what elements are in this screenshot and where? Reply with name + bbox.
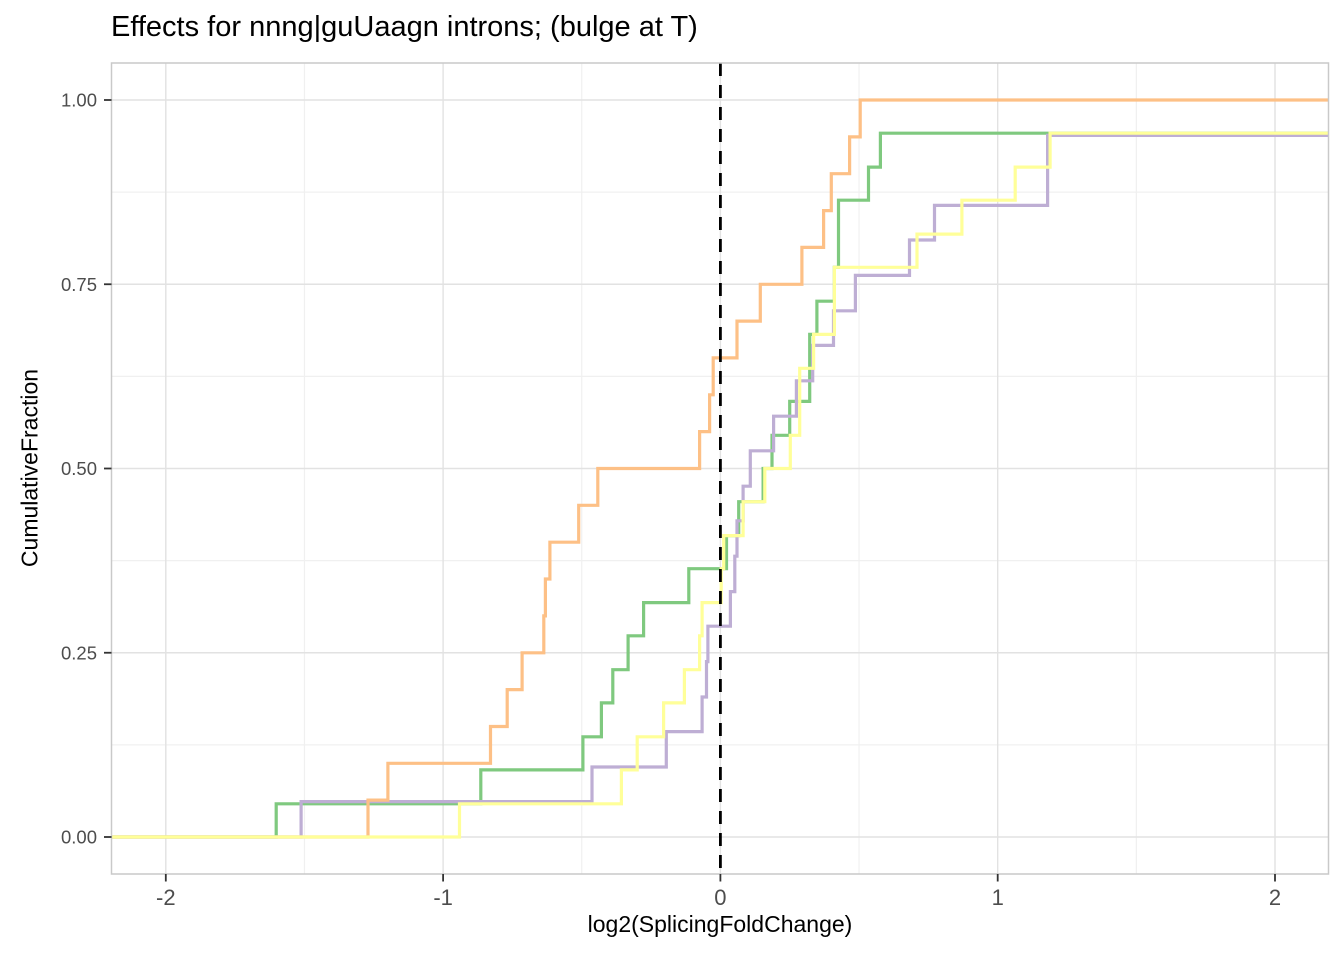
x-tick-label: -2 xyxy=(156,885,176,910)
y-tick-label: 0.00 xyxy=(61,827,97,848)
y-tick-label: 0.50 xyxy=(61,458,97,479)
x-tick-label: 1 xyxy=(992,885,1004,910)
x-tick-label: -1 xyxy=(433,885,453,910)
x-tick-label: 0 xyxy=(714,885,726,910)
y-tick-label: 0.75 xyxy=(61,274,97,295)
y-tick-label: 0.25 xyxy=(61,642,97,663)
x-tick-label: 2 xyxy=(1269,885,1281,910)
ecdf-curve-orange xyxy=(111,98,1329,839)
ecdf-curve-yellow xyxy=(111,131,1329,839)
y-axis-title: CumulativeFraction xyxy=(16,368,43,568)
x-axis-title: log2(SplicingFoldChange) xyxy=(587,911,853,937)
y-tick-label: 1.00 xyxy=(61,90,97,111)
chart-title: Effects for nnng|guUaagn introns; (bulge… xyxy=(111,11,698,43)
